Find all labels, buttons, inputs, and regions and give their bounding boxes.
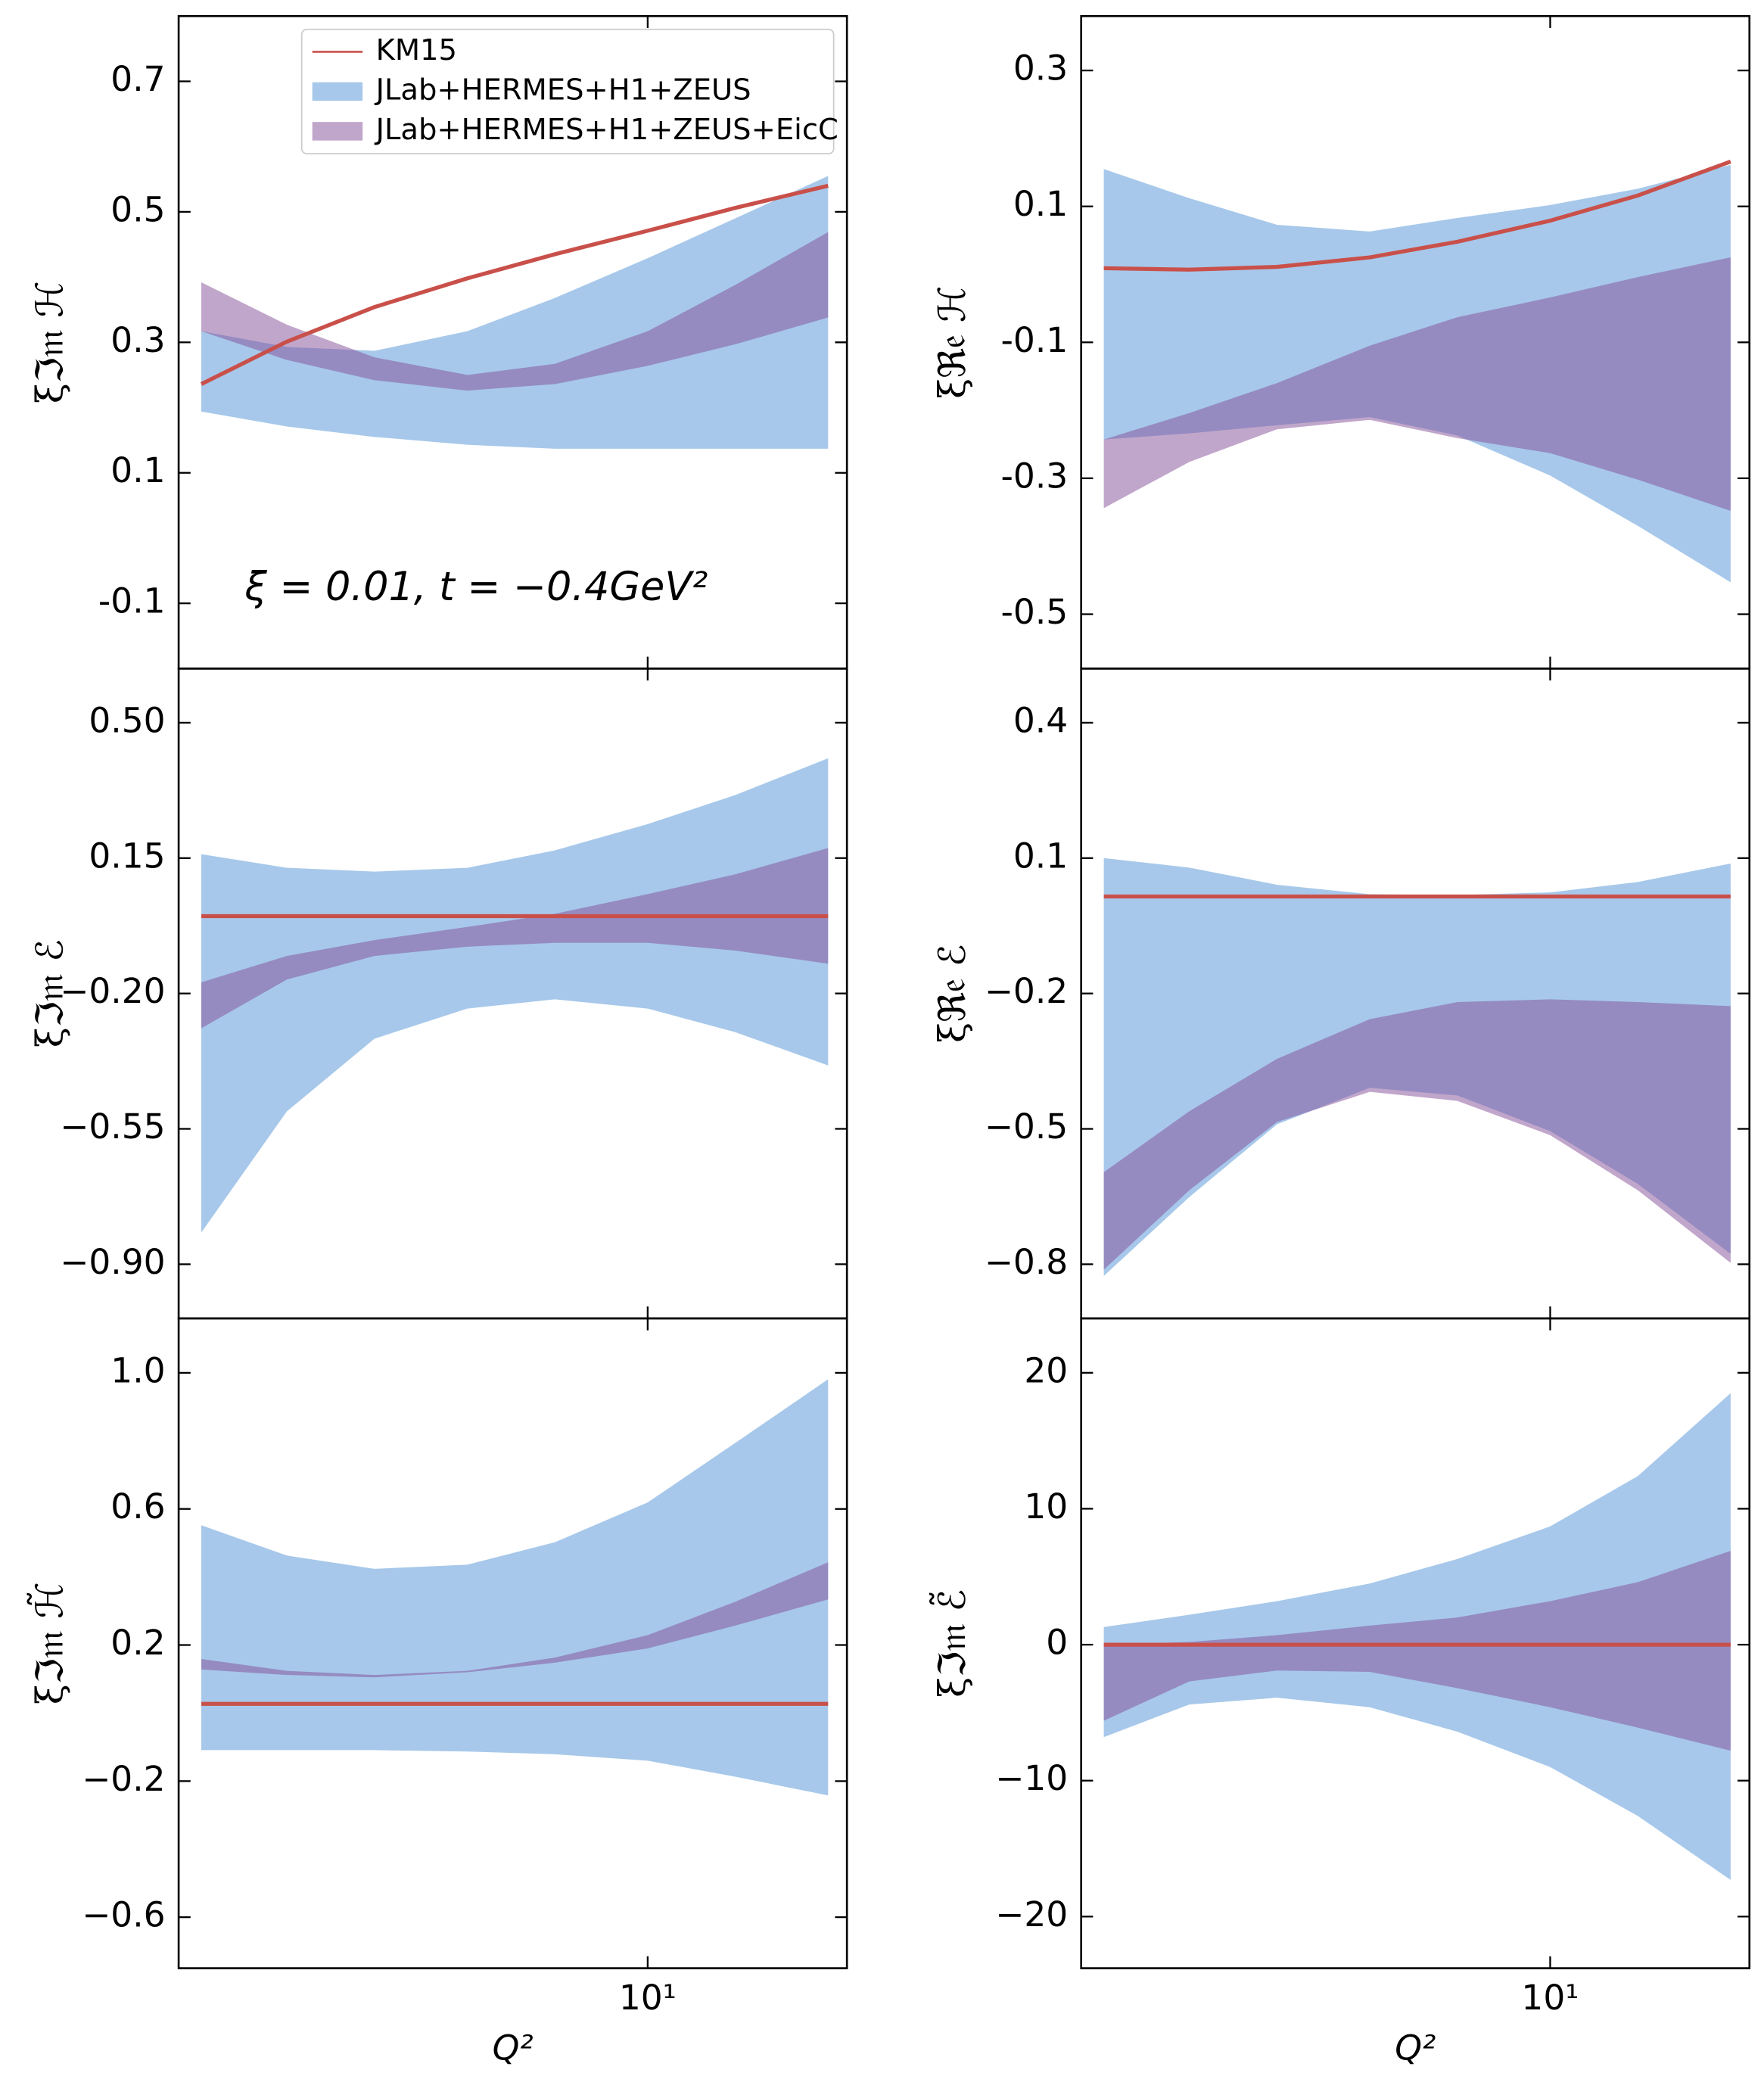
band <box>201 758 829 1233</box>
band <box>1103 1551 1731 1751</box>
line <box>200 183 829 386</box>
y-tick-label: −0.6 <box>82 1895 165 1935</box>
y-tick-label: −0.55 <box>60 1107 165 1147</box>
panel: −0.6 −0.2 0.2 0.6 1.0 10¹ ξℑ𝔪 ℋ̃ Q² <box>27 1317 848 2068</box>
y-axis-label: ξℑ𝔪 ℰ̃ <box>929 1589 974 1698</box>
band <box>201 848 829 1029</box>
y-axis-label: ξℑ𝔪 ℰ <box>28 939 71 1047</box>
y-tick-label: 0 <box>1046 1623 1068 1663</box>
band <box>1103 257 1731 512</box>
panel-frame <box>1080 1317 1751 1969</box>
plot-area <box>1103 159 1731 583</box>
y-axis-label: ξℜ𝔢 ℋ <box>931 286 974 399</box>
annotation: ξ = 0.01, t = −0.4GeV² <box>244 564 708 610</box>
y-tick-label: 0.2 <box>110 1623 165 1663</box>
y-tick-label: -0.5 <box>1001 592 1069 632</box>
plot-area <box>200 176 829 449</box>
y-tick-label: −0.8 <box>985 1242 1068 1282</box>
line <box>1103 159 1731 272</box>
legend-box <box>300 28 835 154</box>
band <box>201 232 829 391</box>
legend-swatch <box>312 122 363 141</box>
x-tick-label: 10¹ <box>619 1978 677 2018</box>
panel: -0.5 -0.3 -0.1 0.1 0.3 ξℜ𝔢 ℋ <box>931 14 1751 670</box>
y-tick-label: 0.3 <box>110 320 165 360</box>
panel: −20 −10 0 10 20 10¹ ξℑ𝔪 ℰ̃ Q² <box>929 1317 1751 2068</box>
y-tick-label: 0.15 <box>89 836 165 876</box>
x-tick-label: 10¹ <box>1521 1978 1579 2018</box>
y-axis-label: ξℑ𝔪 ℋ̃ <box>27 1582 72 1704</box>
y-tick-label: 0.5 <box>110 189 165 229</box>
y-tick-label: 0.1 <box>1013 184 1068 224</box>
y-axis-label: ξℜ𝔢 ℰ <box>931 944 974 1042</box>
plot-area <box>1103 858 1731 1276</box>
y-tick-label: 1.0 <box>110 1350 165 1390</box>
y-tick-label: 0.50 <box>89 700 165 740</box>
y-axis-label: ξℑ𝔪 ℋ <box>28 281 71 403</box>
legend-label: JLab+HERMES+H1+ZEUS <box>375 73 751 107</box>
y-tick-label: −10 <box>995 1758 1068 1798</box>
band <box>201 1379 829 1796</box>
x-axis-label: Q² <box>1395 2028 1436 2068</box>
panel: -0.1 0.1 0.3 0.5 0.7 ξℑ𝔪 ℋ ξ = 0.01, t = −0.4G… <box>28 14 848 670</box>
panel: −0.90 −0.55 −0.20 0.15 0.50 ξℑ𝔪 ℰ <box>28 668 848 1320</box>
legend-label: JLab+HERMES+H1+ZEUS+EicC <box>375 113 838 147</box>
y-tick-label: -0.3 <box>1001 456 1069 496</box>
y-tick-label: −0.90 <box>60 1242 165 1282</box>
y-tick-label: -0.1 <box>98 581 166 621</box>
y-tick-label: −0.20 <box>60 971 165 1011</box>
y-tick-label: 0.3 <box>1013 48 1068 89</box>
y-tick-label: −0.2 <box>985 971 1068 1011</box>
band <box>201 176 829 449</box>
plot-area <box>1103 1393 1731 1880</box>
x-axis-label: Q² <box>493 2028 534 2068</box>
plot-area <box>201 1379 829 1796</box>
legend-swatch <box>312 82 363 101</box>
y-tick-label: 0.1 <box>1013 836 1068 876</box>
y-tick-label: 0.7 <box>110 59 165 99</box>
y-tick-label: −20 <box>995 1894 1068 1934</box>
y-tick-label: 20 <box>1024 1350 1068 1390</box>
y-tick-label: −0.5 <box>985 1107 1068 1147</box>
y-tick-label: 0.6 <box>110 1486 165 1527</box>
y-tick-label: 0.4 <box>1013 700 1068 740</box>
y-tick-label: −0.2 <box>82 1759 165 1799</box>
panel: −0.8 −0.5 −0.2 0.1 0.4 ξℜ𝔢 ℰ <box>931 668 1751 1320</box>
y-tick-label: 10 <box>1024 1486 1068 1527</box>
band <box>201 1562 829 1678</box>
legend-label: KM15 <box>376 33 457 67</box>
band <box>1103 999 1731 1270</box>
y-tick-label: 0.1 <box>110 450 165 490</box>
plot-area <box>201 758 829 1233</box>
panel-frame <box>177 1317 848 1969</box>
y-tick-label: -0.1 <box>1001 320 1069 360</box>
